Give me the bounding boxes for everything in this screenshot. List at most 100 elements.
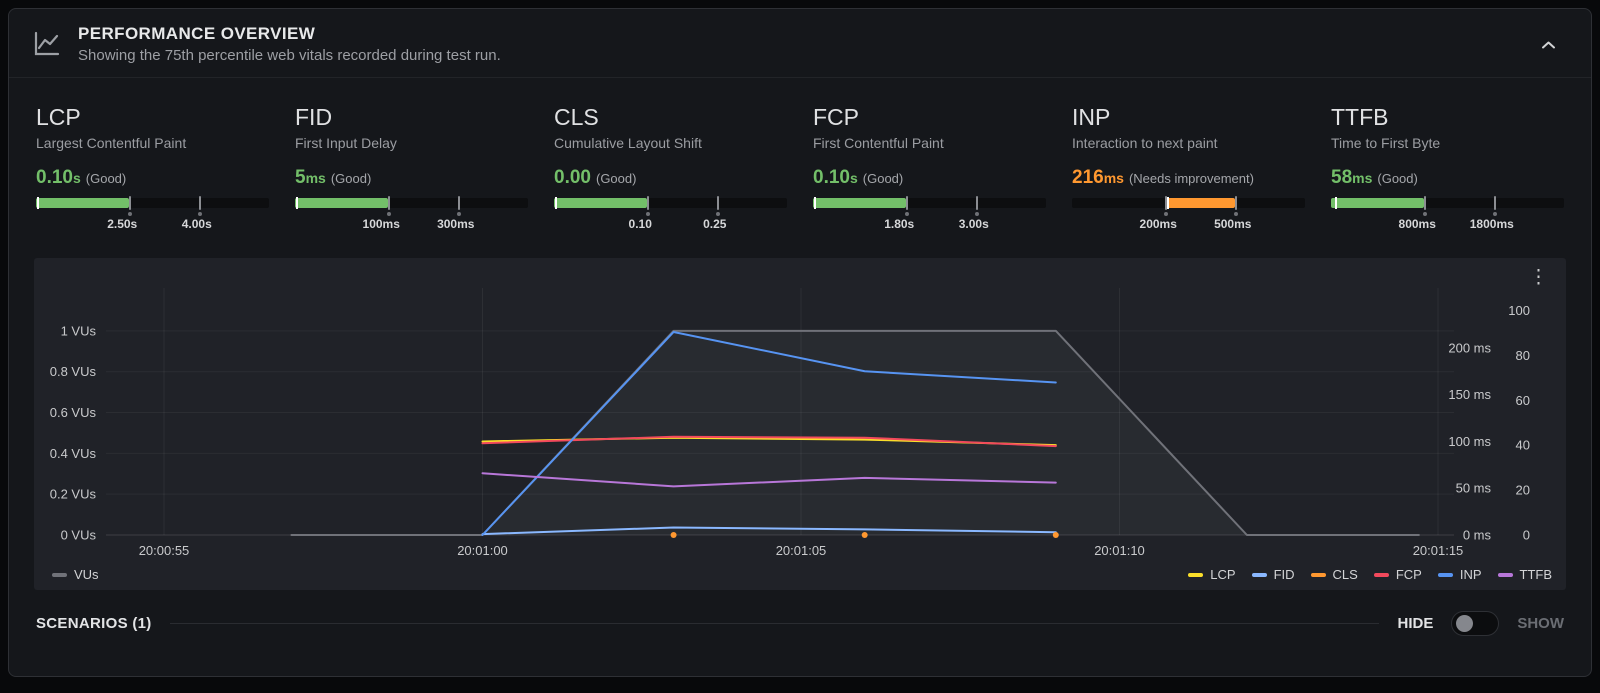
vital-name: INP [1072,104,1111,130]
vital-value-row: 5ms (Good) [295,167,528,189]
line-chart-icon-svg [34,31,60,56]
gauge-threshold-tick [646,196,651,216]
vital-value-number: 5 [295,167,306,188]
legend-label: INP [1459,567,1482,582]
vital-value-number: 0.10 [813,167,850,188]
gauge-threshold-label: 3.00s [958,217,989,231]
gauge-threshold-tick [1234,196,1239,216]
vital-name: FCP [813,104,859,130]
chart-legend-right: LCP FID CLS FCP INP TTFB [1188,567,1552,582]
legend-label: FID [1273,567,1295,582]
vital-value-number: 58 [1331,167,1353,188]
svg-text:0: 0 [1523,528,1530,543]
legend-label: VUs [74,567,99,582]
gauge-segment [1165,198,1236,208]
panel-header-text: PERFORMANCE OVERVIEW Showing the 75th pe… [78,24,501,64]
legend-swatch [1373,572,1389,577]
scenarios-label: SCENARIOS (1) [36,615,152,632]
gauge-value-marker [1334,197,1337,209]
panel-subtitle: Showing the 75th percentile web vitals r… [78,47,501,64]
hide-show-toggle[interactable] [1451,611,1500,636]
scenarios-bar: SCENARIOS (1) HIDE SHOW [9,590,1591,636]
vital-name: TTFB [1331,104,1389,130]
gauge-segment [554,198,648,208]
svg-text:150 ms: 150 ms [1448,387,1491,402]
gauge-threshold-label: 4.00s [181,217,212,231]
gauge-threshold-tick [457,196,462,216]
gauge-track [554,198,787,208]
gauge-track [1331,198,1564,208]
gauge-track [295,198,528,208]
svg-text:0.2 VUs: 0.2 VUs [50,487,97,502]
toggle-knob [1456,615,1474,632]
hide-label[interactable]: HIDE [1397,615,1434,632]
kebab-menu-button[interactable]: ⋮ [1523,264,1554,291]
svg-text:0 ms: 0 ms [1463,528,1492,543]
legend-swatch [1437,572,1453,577]
svg-text:20:01:00: 20:01:00 [457,543,508,558]
vital-value: 0.00 [554,167,591,189]
vital-value-unit: ms [305,170,326,186]
show-label[interactable]: SHOW [1517,615,1564,632]
vital-description: Cumulative Layout Shift [554,135,702,151]
vital-gauge: 800ms 1800ms [1331,196,1564,244]
svg-text:20:00:55: 20:00:55 [139,543,190,558]
legend-item-inp[interactable]: INP [1437,567,1482,582]
vital-card-fid: FID First Input Delay 5ms (Good) 100ms 3… [295,104,528,244]
chart-legend-left: VUs [52,567,99,582]
svg-text:0.6 VUs: 0.6 VUs [50,405,97,420]
web-vitals-row: LCP Largest Contentful Paint 0.10s (Good… [9,78,1591,248]
vital-card-ttfb: TTFB Time to First Byte 58ms (Good) 800m… [1331,104,1564,244]
gauge-threshold-label: 1800ms [1469,217,1514,231]
legend-item-lcp[interactable]: LCP [1188,567,1236,582]
svg-text:0 VUs: 0 VUs [61,528,97,543]
svg-text:0.8 VUs: 0.8 VUs [50,364,97,379]
panel-title: PERFORMANCE OVERVIEW [78,24,316,43]
legend-item-ttfb[interactable]: TTFB [1497,567,1553,582]
collapse-panel-button[interactable] [1530,29,1567,60]
vital-card-cls: CLS Cumulative Layout Shift 0.00 (Good) … [554,104,787,244]
vital-value-unit: s [849,170,858,186]
legend-item-fcp[interactable]: FCP [1373,567,1422,582]
legend-label: TTFB [1519,567,1553,582]
gauge-value-marker [814,197,817,209]
vital-value-row: 0.00 (Good) [554,167,787,189]
vital-description: Time to First Byte [1331,135,1441,151]
vital-value-unit: ms [1103,170,1124,186]
svg-text:60: 60 [1516,393,1530,408]
legend-item-vus[interactable]: VUs [52,567,99,582]
chevron-up-icon [1542,41,1555,48]
vital-value-number: 0.00 [554,167,591,188]
gauge-threshold-tick [387,196,392,216]
gauge-threshold-label: 500ms [1214,217,1252,231]
gauge-threshold-tick [716,196,721,216]
legend-item-fid[interactable]: FID [1251,567,1295,582]
vital-gauge: 200ms 500ms [1072,196,1305,244]
vital-value: 216ms [1072,167,1124,189]
vital-card-inp: INP Interaction to next paint 216ms (Nee… [1072,104,1305,244]
divider [169,623,1380,624]
vital-description: First Input Delay [295,135,397,151]
gauge-threshold-tick [1493,196,1498,216]
vital-card-lcp: LCP Largest Contentful Paint 0.10s (Good… [36,104,269,244]
gauge-threshold-label: 200ms [1139,217,1177,231]
gauge-threshold-tick [198,196,203,216]
gauge-threshold-tick [1164,196,1169,216]
vital-gauge: 1.80s 3.00s [813,196,1046,244]
vital-value-row: 58ms (Good) [1331,167,1564,189]
vital-value-unit: s [72,170,81,186]
svg-text:100 ms: 100 ms [1448,434,1491,449]
legend-swatch [1310,572,1326,577]
timeseries-chart[interactable]: 20:00:55 20:01:00 20:01:05 20:01:10 20:01:15… [34,258,1568,560]
timeseries-chart-panel: 20:00:55 20:01:00 20:01:05 20:01:10 20:01:15… [34,258,1566,590]
gauge-threshold-label: 1.80s [884,217,915,231]
gauge-threshold-tick [128,196,133,216]
legend-swatch [52,572,67,577]
vital-gauge: 2.50s 4.00s [36,196,269,244]
gauge-value-marker [555,197,558,209]
svg-text:20:01:05: 20:01:05 [776,543,827,558]
svg-text:20: 20 [1516,483,1530,498]
gauge-segment [36,198,130,208]
svg-text:80: 80 [1516,348,1530,363]
legend-item-cls[interactable]: CLS [1310,567,1358,582]
